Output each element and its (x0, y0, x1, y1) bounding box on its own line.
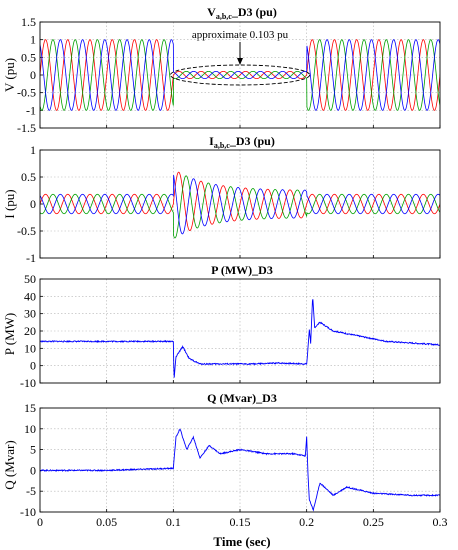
active-power-plot-title: P (MW)_D3 (211, 263, 273, 277)
y-tick-label: 1 (30, 143, 36, 157)
phase-series-line (40, 175, 440, 239)
y-tick-label: -0.5 (17, 224, 36, 238)
y-tick-label: 50 (24, 272, 36, 286)
y-tick-label: 0.5 (21, 50, 36, 64)
series-line (40, 428, 440, 512)
phase-series-line (40, 39, 440, 111)
y-tick-label: 1 (30, 33, 36, 47)
y-tick-label: 0 (30, 359, 36, 373)
reactive-power-plot: Q (Mvar)_D3 Q (Mvar) Time (sec) 0 0.05 0.1… (2, 391, 448, 549)
x-tick-label: 0.05 (96, 515, 117, 529)
plot-frame (39, 149, 441, 259)
voltage-annotation: approximate 0.103 pu (192, 29, 289, 41)
phase-series-line (40, 39, 440, 111)
y-tick-label: -10 (20, 376, 36, 390)
y-tick-label: -10 (20, 505, 36, 519)
y-tick-label: -1 (26, 251, 36, 265)
y-tick-label: -0.5 (17, 86, 36, 100)
voltage-plot-title: Va,b,c_D3 (pu) (207, 5, 277, 21)
y-tick-label: 40 (24, 289, 36, 303)
phase-series-line (40, 39, 440, 111)
y-tick-label: 1.5 (21, 15, 36, 29)
y-tick-label: 0 (30, 463, 36, 477)
x-tick-label: 0.15 (230, 515, 251, 529)
x-tick-label: 0 (37, 515, 43, 529)
y-tick-label: 0.5 (21, 170, 36, 184)
current-plot: Ia,b,c_D3 (pu) I (pu) 1 0.5 0 -0.5 -1 (2, 134, 441, 265)
y-tick-label: 10 (24, 422, 36, 436)
y-tick-label: 10 (24, 341, 36, 355)
y-tick-label: -5 (26, 484, 36, 498)
reactive-power-plot-title: Q (Mvar)_D3 (207, 391, 277, 405)
phase-series-line (40, 175, 440, 235)
y-tick-label: 0 (30, 68, 36, 82)
annotation-arrowhead (237, 58, 243, 65)
current-y-label: I (pu) (2, 189, 17, 218)
current-plot-title: Ia,b,c_D3 (pu) (209, 134, 275, 150)
plot-frame (39, 407, 441, 513)
x-tick-label: 0.1 (166, 515, 181, 529)
annotation-ellipse (169, 64, 311, 86)
y-tick-label: 30 (24, 307, 36, 321)
voltage-plot: Va,b,c_D3 (pu) V (pu) approximate 0.103 … (2, 5, 441, 135)
plot-frame (39, 21, 441, 129)
y-tick-label: 5 (30, 443, 36, 457)
phase-series-line (40, 171, 440, 232)
plot-frame (39, 278, 441, 384)
active-power-y-label: P (MW) (2, 313, 17, 356)
y-tick-label: 0 (30, 197, 36, 211)
x-tick-label: 0.25 (363, 515, 384, 529)
y-tick-label: 20 (24, 324, 36, 338)
reactive-power-y-label: Q (Mvar) (2, 440, 17, 489)
y-tick-label: 15 (24, 401, 36, 415)
x-axis-label: Time (sec) (213, 534, 270, 549)
series-line (40, 299, 440, 378)
x-tick-label: 0.3 (433, 515, 448, 529)
voltage-y-label: V (pu) (2, 58, 17, 92)
y-tick-label: -1.5 (17, 121, 36, 135)
active-power-plot: P (MW)_D3 P (MW) 50 40 30 20 10 0 -10 (2, 263, 441, 390)
x-tick-label: 0.2 (299, 515, 314, 529)
y-tick-label: -1 (26, 103, 36, 117)
